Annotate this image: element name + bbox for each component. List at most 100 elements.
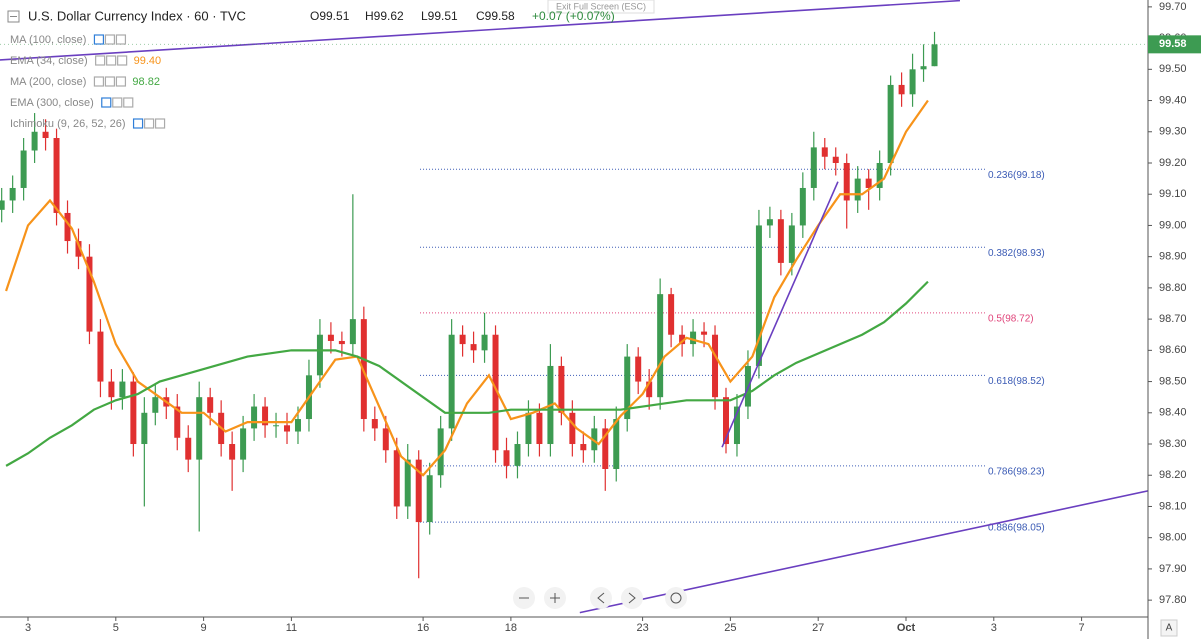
x-tick-label: 9 bbox=[201, 622, 207, 634]
indicator-line bbox=[5, 99, 929, 477]
candle-body bbox=[393, 450, 400, 507]
candle-body bbox=[371, 419, 378, 429]
candle-body bbox=[898, 84, 905, 95]
candle-body bbox=[119, 381, 126, 398]
legend-icon bbox=[106, 55, 117, 66]
legend-name: MA (100, close) bbox=[10, 34, 86, 46]
candle-body bbox=[733, 406, 740, 445]
candle-body bbox=[624, 356, 631, 420]
legend-icon bbox=[132, 118, 144, 129]
exit-label[interactable]: Exit Full Screen (ESC) bbox=[556, 1, 646, 11]
candle-body bbox=[284, 425, 291, 432]
candle-body bbox=[799, 187, 806, 226]
fib-label: 0.886(98.05) bbox=[988, 523, 1045, 534]
candle-body bbox=[448, 334, 455, 429]
candle-body bbox=[196, 397, 203, 460]
candle-body bbox=[240, 428, 247, 460]
stat-close: C99.58 bbox=[476, 9, 515, 23]
candle-body bbox=[832, 156, 839, 163]
y-tick-label: 99.00 bbox=[1159, 219, 1187, 231]
scroll-right-icon bbox=[628, 592, 636, 604]
candle-body bbox=[0, 200, 5, 210]
stat-high: H99.62 bbox=[365, 9, 404, 23]
y-tick-label: 98.10 bbox=[1159, 500, 1187, 512]
candle-body bbox=[843, 162, 850, 201]
candle-body bbox=[722, 397, 729, 445]
legend-icon bbox=[104, 34, 116, 45]
candle-body bbox=[931, 44, 938, 67]
x-tick-label: 3 bbox=[25, 622, 31, 634]
fib-label: 0.236(99.18) bbox=[988, 170, 1045, 181]
x-tick-label: Oct bbox=[897, 622, 916, 634]
reset-icon bbox=[670, 592, 682, 604]
candle-body bbox=[865, 178, 872, 188]
legend-icon bbox=[123, 97, 134, 108]
legend-name: MA (200, close) bbox=[10, 76, 86, 88]
candle-body bbox=[97, 331, 104, 382]
legend-icon bbox=[95, 55, 106, 66]
stat-change: +0.07 (+0.07%) bbox=[532, 9, 615, 23]
chart-title: U.S. Dollar Currency Index · 60 · TVC bbox=[28, 8, 246, 23]
scroll-right[interactable] bbox=[621, 587, 643, 609]
legend-icon bbox=[101, 97, 112, 108]
candle-body bbox=[20, 150, 27, 188]
x-tick-label: 18 bbox=[505, 622, 517, 634]
y-tick-label: 98.90 bbox=[1159, 251, 1187, 263]
candle-body bbox=[810, 147, 817, 188]
candle-body bbox=[514, 444, 521, 466]
candle-body bbox=[558, 365, 565, 413]
legend-icon bbox=[115, 34, 127, 45]
candle-body bbox=[31, 131, 38, 151]
candle-body bbox=[86, 256, 93, 332]
legend-icon bbox=[93, 76, 105, 87]
candle-body bbox=[712, 334, 719, 398]
candle-body bbox=[426, 475, 433, 523]
stat-open: O99.51 bbox=[310, 9, 350, 23]
y-tick-label: 98.50 bbox=[1159, 375, 1187, 387]
candle-body bbox=[338, 340, 345, 345]
auto-scale-label[interactable]: A bbox=[1166, 623, 1173, 634]
x-tick-label: 23 bbox=[636, 622, 648, 634]
candle-body bbox=[591, 428, 598, 451]
y-tick-label: 98.30 bbox=[1159, 438, 1187, 450]
candle-body bbox=[657, 294, 664, 398]
candle-body bbox=[668, 294, 675, 335]
candle-body bbox=[887, 84, 894, 163]
y-tick-label: 98.60 bbox=[1159, 344, 1187, 356]
scroll-left[interactable] bbox=[590, 587, 612, 609]
x-tick-label: 25 bbox=[724, 622, 736, 634]
collapse-icon[interactable] bbox=[7, 10, 20, 23]
candle-body bbox=[437, 428, 444, 476]
trend-line bbox=[0, 0, 961, 61]
candle-body bbox=[459, 334, 466, 345]
fib-label: 0.618(98.52) bbox=[988, 376, 1045, 387]
legend-icon bbox=[143, 118, 155, 129]
legend-name: Ichimoku (9, 26, 52, 26) bbox=[10, 118, 126, 130]
indicator-line bbox=[5, 280, 929, 467]
candle-body bbox=[580, 444, 587, 451]
candle-body bbox=[327, 334, 334, 341]
candle-body bbox=[854, 178, 861, 201]
fib-label: 0.786(98.23) bbox=[988, 467, 1045, 478]
auto-scale-button[interactable] bbox=[1160, 619, 1178, 637]
x-tick-label: 27 bbox=[812, 622, 824, 634]
candle-body bbox=[141, 412, 148, 445]
candle-body bbox=[316, 334, 323, 376]
candle-body bbox=[251, 406, 258, 429]
y-tick-label: 99.30 bbox=[1159, 126, 1187, 138]
x-tick-label: 7 bbox=[1079, 622, 1085, 634]
exit-button[interactable] bbox=[547, 0, 655, 14]
candle-body bbox=[152, 397, 159, 413]
candle-body bbox=[613, 419, 620, 469]
y-tick-label: 98.20 bbox=[1159, 469, 1187, 481]
candle-body bbox=[679, 334, 686, 345]
reset[interactable] bbox=[665, 587, 687, 609]
legend-icon bbox=[154, 118, 166, 129]
y-tick-label: 98.40 bbox=[1159, 407, 1187, 419]
last-price-badge bbox=[1148, 35, 1201, 54]
y-tick-label: 99.10 bbox=[1159, 188, 1187, 200]
y-tick-label: 97.80 bbox=[1159, 594, 1187, 606]
candle-body bbox=[53, 138, 60, 213]
stat-low: L99.51 bbox=[421, 9, 458, 23]
